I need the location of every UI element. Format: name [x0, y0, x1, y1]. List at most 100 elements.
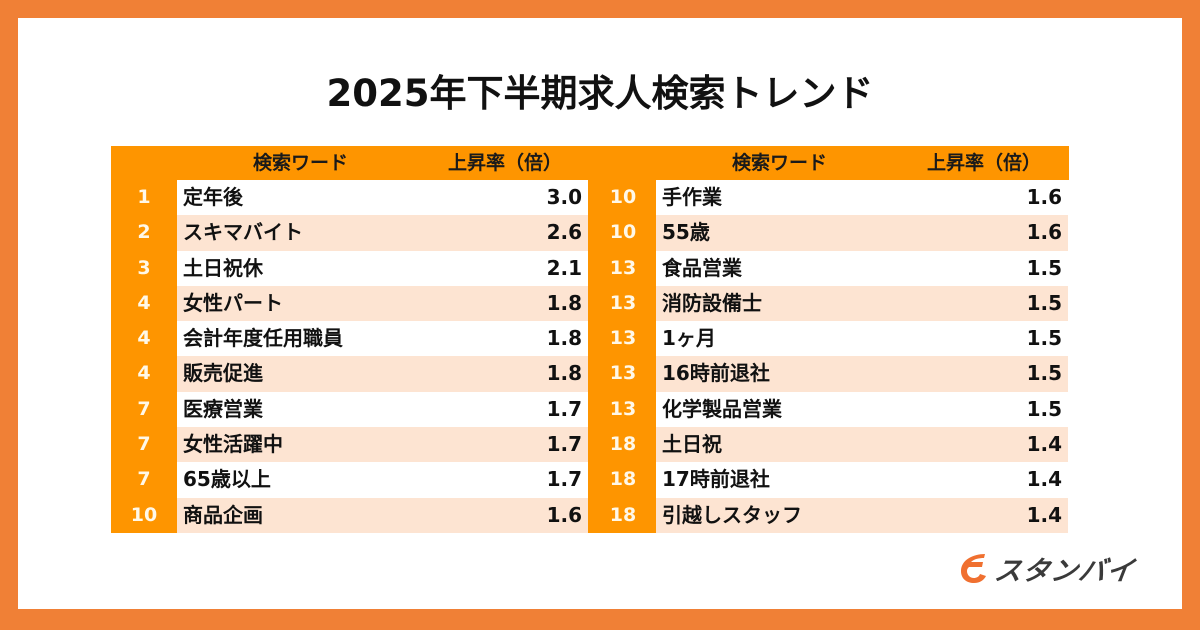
table-row: 4 女性パート 1.8	[111, 285, 590, 322]
search-word: 1ヶ月	[662, 326, 716, 351]
table-row: 4 販売促進 1.8	[111, 356, 590, 392]
rank-cell: 7	[111, 427, 177, 463]
growth-rate: 1.7	[546, 432, 582, 457]
search-word: 土日祝休	[183, 255, 263, 280]
search-word: 土日祝	[662, 432, 722, 457]
rank-cell: 18	[590, 462, 656, 498]
table-row: 10 手作業 1.6	[590, 180, 1069, 216]
row-cell: 女性活躍中 1.7	[177, 427, 588, 463]
table-row: 7 医療営業 1.7	[111, 391, 590, 428]
row-cell: 医療営業 1.7	[177, 391, 588, 428]
search-word: 手作業	[662, 185, 722, 209]
row-cell: 商品企画 1.6	[177, 497, 588, 533]
rank-cell: 2	[111, 215, 177, 251]
row-cell: スキマバイト 2.6	[177, 215, 588, 251]
rank-cell: 13	[590, 321, 656, 357]
growth-rate: 1.8	[546, 326, 582, 351]
rank-cell: 10	[590, 215, 656, 251]
ranking-table-left: 検索ワード 上昇率（倍） 1 定年後 3.0 2 スキマバイト 2.6 3 土日…	[111, 146, 590, 533]
row-cell: 17時前退社 1.4	[656, 462, 1068, 498]
rank-cell: 7	[111, 462, 177, 498]
header-search-word: 検索ワード	[253, 152, 349, 174]
stanby-logo: スタンバイ	[955, 548, 1137, 588]
rank-cell: 18	[590, 427, 656, 463]
growth-rate: 1.4	[1026, 432, 1062, 457]
row-cell: 化学製品営業 1.5	[656, 391, 1068, 428]
row-cell: 土日祝 1.4	[656, 427, 1068, 463]
rank-cell: 4	[111, 285, 177, 322]
table-row: 13 16時前退社 1.5	[590, 356, 1069, 392]
growth-rate: 1.7	[546, 396, 582, 421]
rank-cell: 3	[111, 250, 177, 286]
row-cell: 1ヶ月 1.5	[656, 321, 1068, 357]
rank-cell: 13	[590, 250, 656, 286]
row-cell: 手作業 1.6	[656, 180, 1068, 216]
rank-cell: 4	[111, 356, 177, 392]
table-row: 1 定年後 3.0	[111, 180, 590, 216]
rank-cell: 10	[590, 180, 656, 216]
search-word: 55歳	[662, 220, 710, 245]
rank-cell: 7	[111, 391, 177, 428]
table-row: 7 65歳以上 1.7	[111, 462, 590, 498]
table-row: 10 商品企画 1.6	[111, 497, 590, 533]
table-row: 3 土日祝休 2.1	[111, 250, 590, 286]
stanby-wordmark: スタンバイ	[992, 555, 1137, 587]
row-cell: 55歳 1.6	[656, 215, 1068, 251]
table-body: 10 手作業 1.6 10 55歳 1.6 13 食品営業 1.5 13 消防設…	[590, 180, 1069, 533]
header-growth-rate: 上昇率（倍）	[448, 152, 563, 174]
rank-cell: 13	[590, 285, 656, 322]
search-word: 定年後	[183, 185, 243, 209]
search-word: 65歳以上	[183, 467, 271, 492]
table-row: 10 55歳 1.6	[590, 215, 1069, 251]
header-search-word: 検索ワード	[732, 152, 828, 174]
table-row: 18 17時前退社 1.4	[590, 462, 1069, 498]
table-row: 7 女性活躍中 1.7	[111, 427, 590, 463]
rank-cell: 18	[590, 497, 656, 533]
search-word: 医療営業	[183, 396, 263, 421]
growth-rate: 1.5	[1026, 326, 1062, 351]
table-row: 18 土日祝 1.4	[590, 427, 1069, 463]
row-cell: 16時前退社 1.5	[656, 356, 1068, 392]
row-cell: 会計年度任用職員 1.8	[177, 321, 588, 357]
table-row: 2 スキマバイト 2.6	[111, 215, 590, 251]
growth-rate: 1.6	[1026, 220, 1062, 245]
row-cell: 消防設備士 1.5	[656, 285, 1068, 322]
growth-rate: 1.5	[1026, 255, 1062, 280]
table-row: 4 会計年度任用職員 1.8	[111, 321, 590, 357]
growth-rate: 1.8	[546, 290, 582, 315]
row-cell: 食品営業 1.5	[656, 250, 1068, 286]
growth-rate: 1.6	[546, 502, 582, 527]
table-row: 13 食品営業 1.5	[590, 250, 1069, 286]
growth-rate: 3.0	[546, 185, 582, 209]
table-row: 18 引越しスタッフ 1.4	[590, 497, 1069, 533]
search-word: 引越しスタッフ	[662, 502, 802, 527]
search-word: 17時前退社	[662, 467, 770, 492]
rank-cell: 13	[590, 356, 656, 392]
search-word: 16時前退社	[662, 361, 770, 386]
row-cell: 65歳以上 1.7	[177, 462, 588, 498]
search-word: 商品企画	[183, 502, 263, 527]
table-row: 13 1ヶ月 1.5	[590, 321, 1069, 357]
stanby-flame-icon	[961, 554, 986, 583]
growth-rate: 1.5	[1026, 396, 1062, 421]
search-word: 消防設備士	[662, 290, 762, 315]
row-cell: 女性パート 1.8	[177, 285, 588, 322]
growth-rate: 1.4	[1026, 467, 1062, 492]
row-cell: 定年後 3.0	[177, 180, 588, 216]
growth-rate: 1.8	[546, 361, 582, 386]
growth-rate: 1.6	[1026, 185, 1062, 209]
header-growth-rate: 上昇率（倍）	[927, 152, 1042, 174]
growth-rate: 1.4	[1026, 502, 1062, 527]
growth-rate: 2.6	[546, 220, 582, 245]
search-word: 食品営業	[662, 255, 742, 280]
table-body: 1 定年後 3.0 2 スキマバイト 2.6 3 土日祝休 2.1 4 女性パー…	[111, 180, 590, 533]
row-cell: 引越しスタッフ 1.4	[656, 497, 1068, 533]
table-header: 検索ワード 上昇率（倍）	[111, 146, 590, 180]
search-word: 化学製品営業	[662, 396, 782, 421]
table-header: 検索ワード 上昇率（倍）	[590, 146, 1069, 180]
search-word: スキマバイト	[183, 220, 303, 245]
growth-rate: 1.5	[1026, 361, 1062, 386]
table-row: 13 化学製品営業 1.5	[590, 391, 1069, 428]
row-cell: 販売促進 1.8	[177, 356, 588, 392]
row-cell: 土日祝休 2.1	[177, 250, 588, 286]
